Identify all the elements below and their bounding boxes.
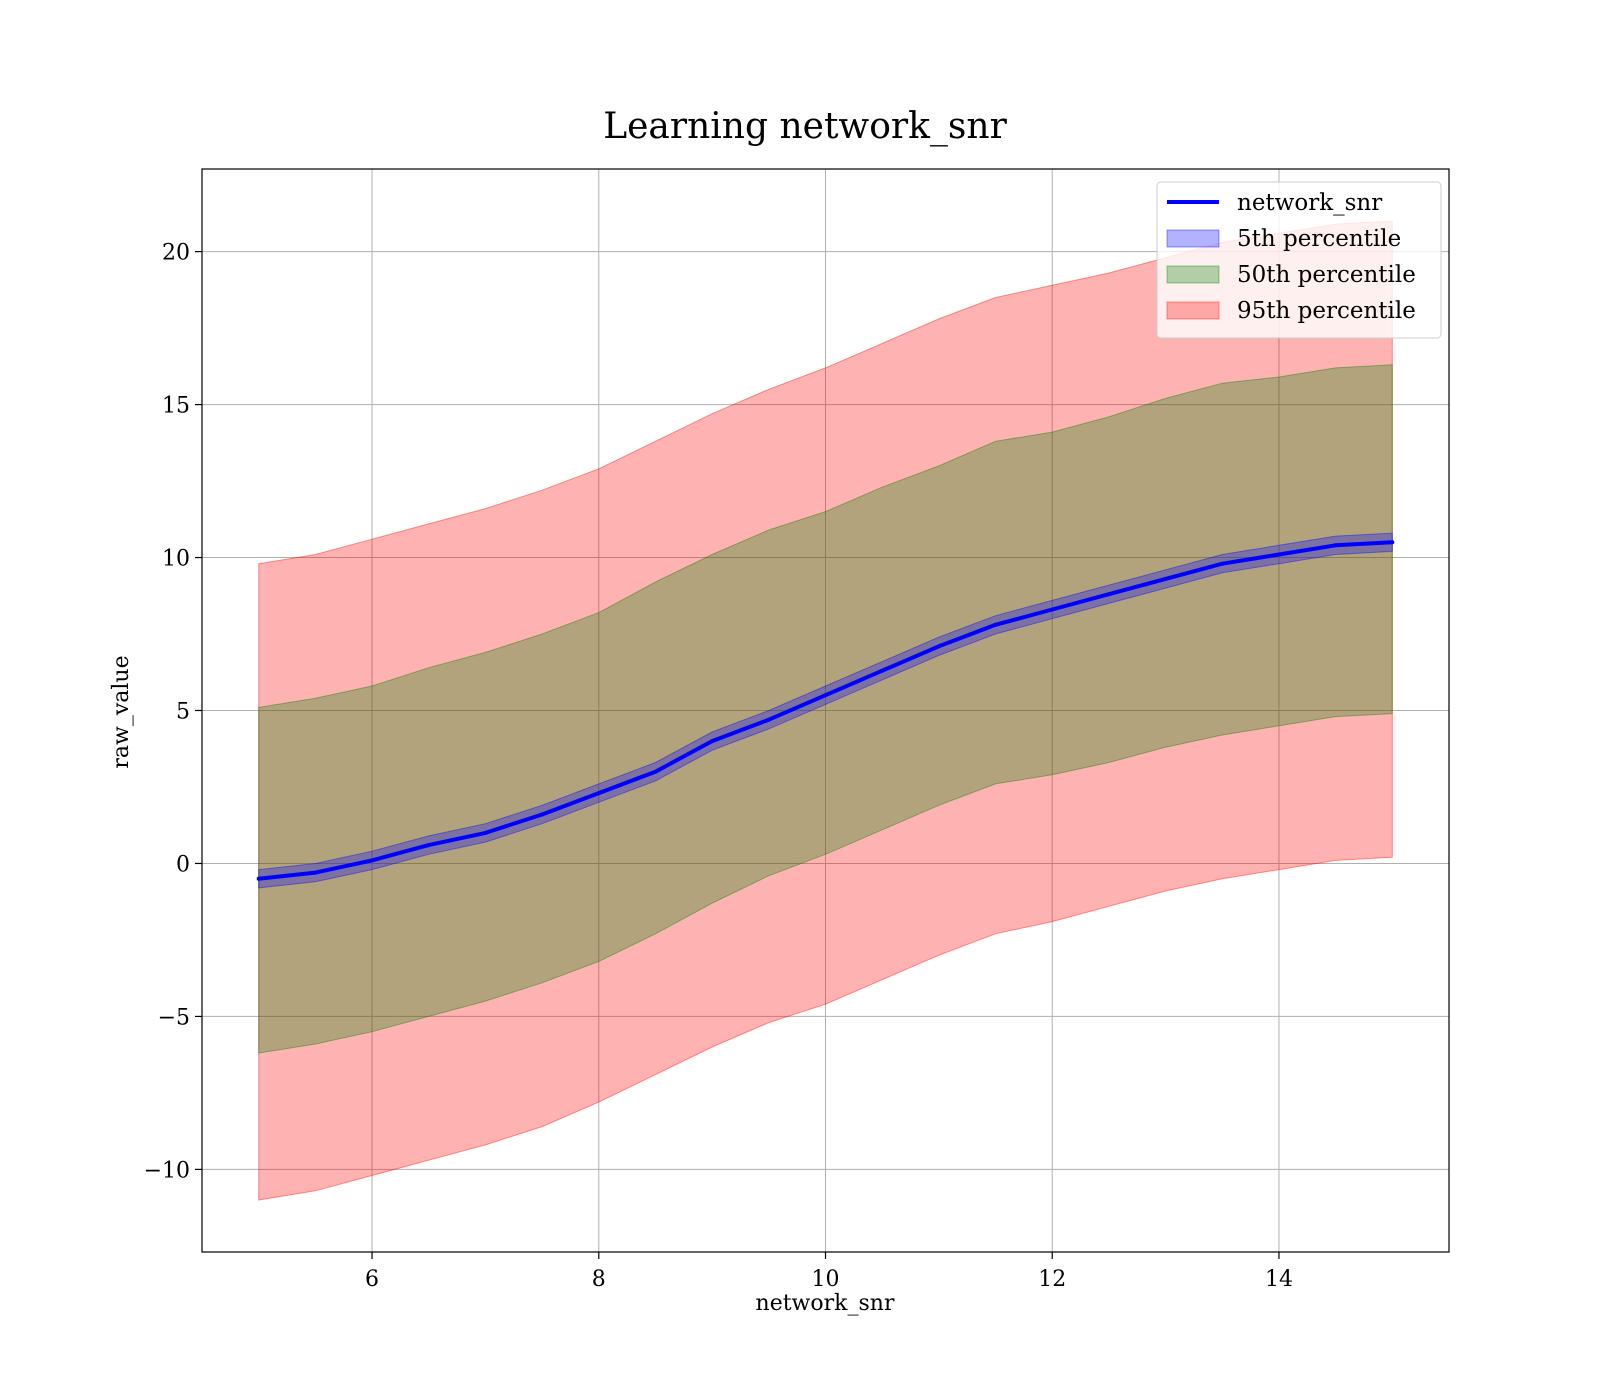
- line-point: [426, 843, 431, 848]
- y-tick-label: 10: [162, 547, 190, 572]
- line-point: [1106, 592, 1111, 597]
- grid: [202, 169, 1449, 1252]
- series-lines: [256, 540, 1395, 881]
- x-tick-label: 6: [365, 1267, 379, 1292]
- legend-label: 95th percentile: [1237, 298, 1416, 324]
- y-tick-label: 15: [162, 394, 190, 419]
- band-5th-percentile: [258, 532, 1393, 889]
- x-axis-ticks: 6 8 10 12 14: [365, 1252, 1293, 1292]
- line-point: [1050, 607, 1055, 612]
- x-tick-label: 10: [812, 1267, 840, 1292]
- line-point: [936, 644, 941, 649]
- line-point: [1333, 543, 1338, 548]
- chart-title: Learning network_snr: [603, 106, 1007, 147]
- y-tick-label: 20: [162, 241, 190, 266]
- y-tick-label: −10: [144, 1158, 190, 1183]
- line-point: [880, 668, 885, 673]
- y-tick-label: 5: [176, 700, 190, 725]
- x-axis-label: network_snr: [756, 1291, 895, 1316]
- legend-label: 50th percentile: [1237, 262, 1416, 288]
- line-point: [653, 769, 658, 774]
- y-axis-label: raw_value: [109, 655, 134, 768]
- legend-label: 5th percentile: [1237, 226, 1401, 252]
- line-point: [1277, 552, 1281, 557]
- legend-band-swatch: [1166, 265, 1220, 284]
- line-point: [483, 830, 488, 835]
- line-point: [1390, 540, 1395, 545]
- line-point: [993, 622, 998, 627]
- x-tick-label: 14: [1265, 1267, 1293, 1292]
- line-point: [823, 693, 828, 698]
- legend-band-swatch: [1166, 229, 1220, 248]
- legend-band-swatch: [1166, 301, 1220, 320]
- line-point: [540, 812, 545, 817]
- legend-frame: [1156, 181, 1442, 339]
- line-point: [596, 791, 601, 796]
- line-point: [1220, 561, 1225, 566]
- y-tick-label: 0: [176, 852, 190, 877]
- line-point: [766, 717, 771, 722]
- line-point: [1163, 576, 1168, 581]
- y-axis-ticks: −10 −5 0 5 10 15 20: [144, 241, 202, 1183]
- line-point: [313, 870, 318, 875]
- x-tick-label: 8: [592, 1267, 606, 1292]
- band-95th-percentile: [258, 220, 1393, 1201]
- y-tick-label: −5: [158, 1005, 190, 1030]
- legend: network_snr 5th percentile 50th percentile…: [1156, 181, 1442, 339]
- x-tick-label: 12: [1038, 1267, 1066, 1292]
- line-point: [256, 876, 261, 881]
- band-50th-percentile: [258, 364, 1393, 1054]
- line-point: [710, 739, 715, 744]
- percentile-bands: [258, 220, 1393, 1201]
- legend-label: network_snr: [1237, 190, 1382, 216]
- line-point: [370, 858, 374, 863]
